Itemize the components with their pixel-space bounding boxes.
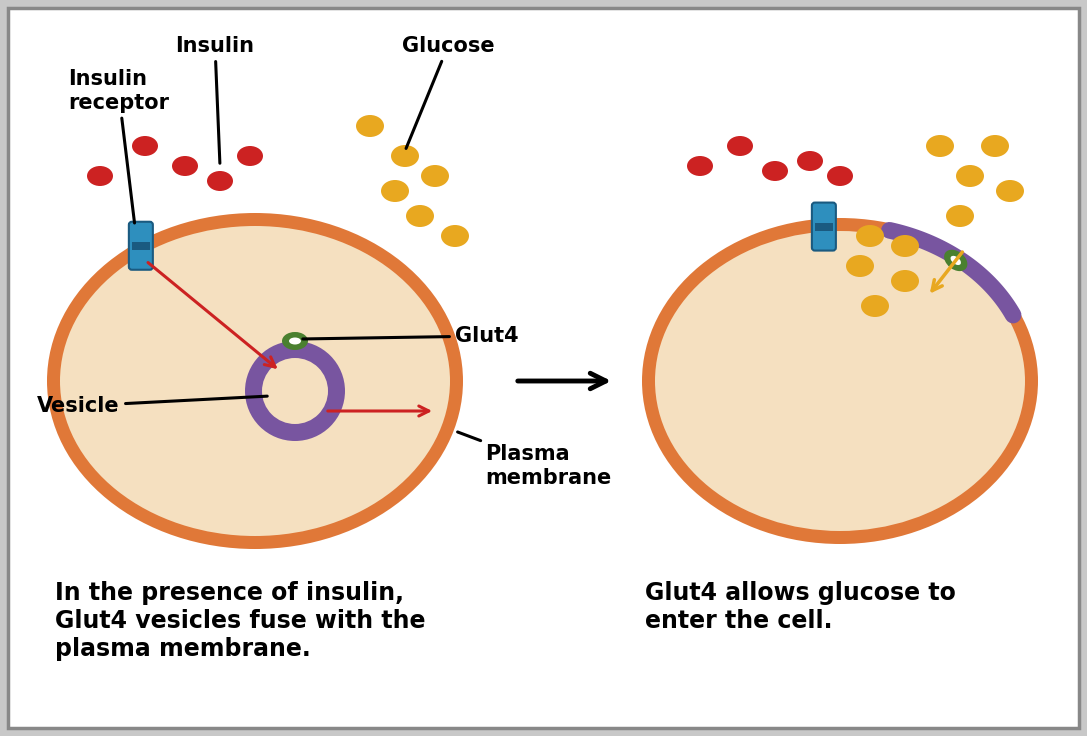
Ellipse shape [237,146,263,166]
Text: Plasma
membrane: Plasma membrane [458,432,611,487]
Ellipse shape [642,218,1038,544]
Ellipse shape [441,225,468,247]
Ellipse shape [891,270,919,292]
Ellipse shape [950,256,961,265]
Ellipse shape [282,332,308,350]
Text: Glucose: Glucose [402,36,495,149]
Ellipse shape [797,151,823,171]
Ellipse shape [391,145,418,167]
Ellipse shape [946,205,974,227]
Ellipse shape [727,136,753,156]
Ellipse shape [827,166,853,186]
Ellipse shape [861,295,889,317]
Ellipse shape [891,235,919,257]
Ellipse shape [407,205,434,227]
Ellipse shape [945,250,967,271]
FancyBboxPatch shape [815,222,833,230]
Ellipse shape [926,135,954,157]
Ellipse shape [382,180,409,202]
Text: Vesicle: Vesicle [37,396,267,416]
Ellipse shape [132,136,158,156]
Ellipse shape [357,115,384,137]
FancyBboxPatch shape [132,241,150,250]
Ellipse shape [980,135,1009,157]
Ellipse shape [855,225,884,247]
Text: Insulin
receptor: Insulin receptor [68,69,168,223]
Ellipse shape [846,255,874,277]
Ellipse shape [655,231,1025,531]
Text: Glut4 allows glucose to
enter the cell.: Glut4 allows glucose to enter the cell. [645,581,955,633]
FancyBboxPatch shape [129,222,153,270]
FancyBboxPatch shape [8,8,1079,728]
Ellipse shape [955,165,984,187]
Ellipse shape [172,156,198,176]
Ellipse shape [60,226,450,536]
Ellipse shape [687,156,713,176]
Ellipse shape [996,180,1024,202]
Ellipse shape [47,213,463,549]
Text: Insulin: Insulin [175,36,254,163]
Text: In the presence of insulin,
Glut4 vesicles fuse with the
plasma membrane.: In the presence of insulin, Glut4 vesicl… [55,581,425,661]
Circle shape [262,358,328,424]
Ellipse shape [762,161,788,181]
FancyBboxPatch shape [812,202,836,250]
Circle shape [245,341,345,441]
Ellipse shape [289,338,301,344]
Text: Glut4: Glut4 [303,326,518,346]
Ellipse shape [207,171,233,191]
Ellipse shape [87,166,113,186]
Ellipse shape [421,165,449,187]
